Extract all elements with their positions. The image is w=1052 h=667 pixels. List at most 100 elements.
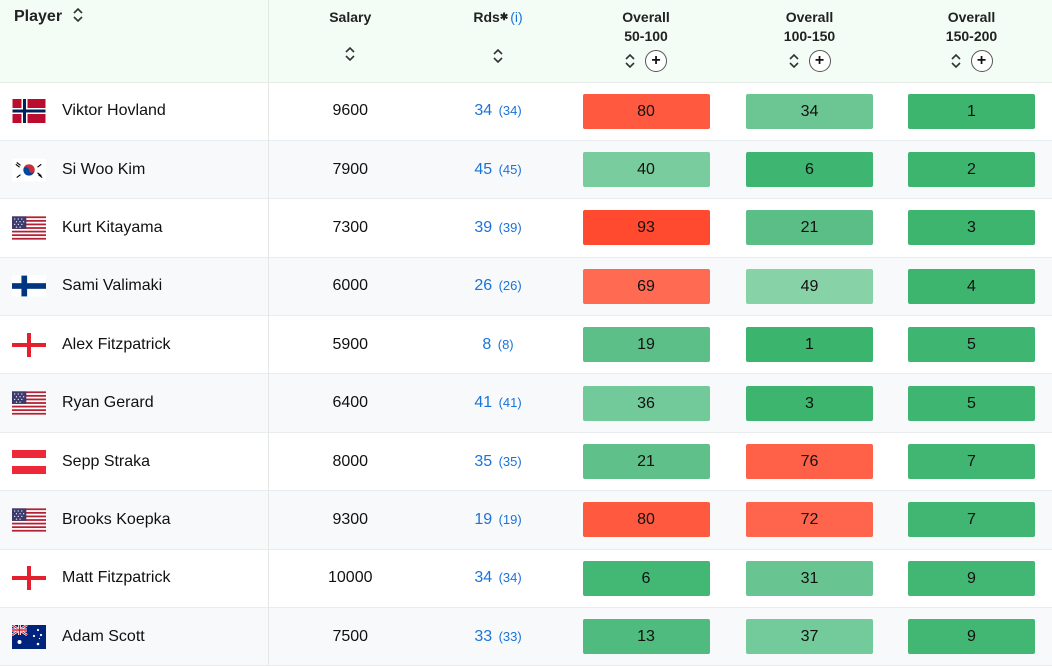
rank-heat-badge: 69 (582, 268, 710, 304)
table-row[interactable]: Kurt Kitayama 7300 39 (39) 93 21 3 (0, 198, 1052, 258)
rank-heat-badge: 49 (746, 268, 873, 304)
player-cell[interactable]: Ryan Gerard (0, 373, 269, 433)
add-column-plus-icon[interactable]: + (808, 50, 831, 72)
rank-heat-badge: 9 (908, 560, 1035, 596)
overall-50-100-cell: 6 (564, 549, 728, 607)
rounds-cell[interactable]: 35 (35) (432, 432, 564, 490)
player-cell[interactable]: Brooks Koepka (0, 490, 269, 550)
table-row[interactable]: Ryan Gerard 6400 41 (41) 36 3 5 (0, 373, 1052, 433)
rounds-value[interactable]: 45 (474, 160, 493, 178)
player-header-label: Player (14, 8, 63, 25)
overall-50-100-cell: 69 (564, 257, 728, 315)
player-cell[interactable]: Matt Fitzpatrick (0, 549, 269, 608)
rounds-value[interactable]: 19 (474, 510, 493, 528)
overall-50-100-cell: 36 (564, 374, 728, 432)
rounds-value[interactable]: 41 (474, 394, 493, 412)
overall-100-150-cell: 76 (728, 432, 891, 490)
player-column-header[interactable]: Player (0, 0, 269, 83)
player-name[interactable]: Si Woo Kim (62, 160, 146, 178)
table-row[interactable]: Adam Scott 7500 33 (33) 13 37 9 (0, 607, 1052, 666)
player-name[interactable]: Sami Valimaki (62, 277, 163, 295)
table-row[interactable]: Brooks Koepka 9300 19 (19) 80 72 7 (0, 490, 1052, 550)
rounds-total: (35) (498, 453, 522, 469)
rounds-value[interactable]: 34 (474, 102, 493, 120)
rounds-total: (26) (498, 278, 522, 294)
rounds-cell[interactable]: 19 (19) (432, 491, 564, 549)
player-cell[interactable]: Adam Scott (0, 607, 269, 666)
player-name[interactable]: Adam Scott (62, 627, 145, 645)
table-row[interactable]: Matt Fitzpatrick 10000 34 (34) 6 31 9 (0, 549, 1052, 608)
player-name[interactable]: Brooks Koepka (62, 510, 171, 528)
sort-icon[interactable] (72, 7, 83, 22)
rank-heat-badge: 80 (582, 502, 710, 538)
rounds-value[interactable]: 39 (474, 218, 493, 236)
rounds-cell[interactable]: 39 (39) (432, 199, 564, 257)
sort-icon[interactable] (493, 49, 503, 63)
player-name[interactable]: Alex Fitzpatrick (62, 335, 171, 353)
overall-100-150-cell: 3 (728, 374, 891, 432)
rds-column-header[interactable]: Rds✱ (i) (432, 0, 564, 83)
rounds-total: (39) (498, 219, 522, 235)
rounds-value[interactable]: 34 (474, 569, 493, 587)
rounds-total: (33) (498, 628, 522, 644)
sort-icon[interactable] (950, 54, 961, 68)
player-cell[interactable]: Viktor Hovland (0, 82, 269, 141)
rank-heat-badge: 4 (908, 268, 1035, 304)
table-row[interactable]: Viktor Hovland 9600 34 (34) 80 34 1 (0, 82, 1052, 141)
overall-100-150-cell: 6 (728, 140, 891, 198)
rank-heat-badge: 5 (908, 385, 1035, 421)
sort-icon[interactable] (788, 54, 799, 68)
rounds-cell[interactable]: 8 (8) (432, 316, 564, 374)
overall-50-100-cell: 93 (564, 199, 728, 257)
salary-cell: 7500 (332, 627, 369, 645)
info-icon[interactable]: (i) (510, 9, 523, 25)
table-row[interactable]: Sepp Straka 8000 35 (35) 21 76 7 (0, 432, 1052, 491)
player-cell[interactable]: Sami Valimaki (0, 257, 269, 316)
overall-150-200-cell: 5 (891, 316, 1052, 374)
rank-heat-badge: 7 (908, 502, 1035, 538)
rounds-cell[interactable]: 26 (26) (432, 257, 564, 315)
table-row[interactable]: Si Woo Kim 7900 45 (45) 40 6 2 (0, 140, 1052, 199)
player-cell[interactable]: Sepp Straka (0, 432, 269, 491)
rank-heat-badge: 21 (746, 210, 873, 246)
overall-150-200-column-header[interactable]: Overall 150-200 + (891, 0, 1052, 83)
rounds-value[interactable]: 35 (474, 452, 493, 470)
overall-150-200-cell: 2 (891, 140, 1052, 198)
player-name[interactable]: Sepp Straka (62, 452, 151, 470)
rounds-cell[interactable]: 34 (34) (432, 82, 564, 140)
rounds-cell[interactable]: 45 (45) (432, 140, 564, 198)
table-body: Viktor Hovland 9600 34 (34) 80 34 1 Si Woo Kim… (0, 82, 1052, 666)
rank-heat-badge: 6 (746, 152, 873, 188)
salary-cell: 5900 (332, 335, 369, 353)
overall-100-150-cell: 34 (728, 82, 891, 140)
player-name[interactable]: Ryan Gerard (62, 394, 154, 412)
overall-50-100-column-header[interactable]: Overall 50-100 + (564, 0, 728, 83)
rounds-cell[interactable]: 34 (34) (432, 549, 564, 607)
rounds-value[interactable]: 8 (482, 335, 492, 353)
sort-icon[interactable] (345, 47, 355, 61)
player-cell[interactable]: Kurt Kitayama (0, 198, 269, 258)
usa-flag-icon (12, 391, 46, 415)
table-row[interactable]: Alex Fitzpatrick 5900 8 (8) 19 1 5 (0, 315, 1052, 374)
rounds-cell[interactable]: 41 (41) (432, 374, 564, 432)
add-column-plus-icon[interactable]: + (970, 50, 993, 72)
player-name[interactable]: Viktor Hovland (62, 102, 166, 120)
overall-50-100-cell: 80 (564, 82, 728, 140)
player-cell[interactable]: Si Woo Kim (0, 140, 269, 199)
salary-column-header[interactable]: Salary (268, 0, 432, 83)
overall-range-label: 50-100 (624, 28, 668, 44)
rounds-value[interactable]: 26 (474, 277, 493, 295)
rounds-value[interactable]: 33 (474, 627, 493, 645)
rounds-cell[interactable]: 33 (33) (432, 608, 564, 666)
add-column-plus-icon[interactable]: + (645, 50, 667, 72)
rank-heat-badge: 34 (746, 93, 873, 129)
sort-icon[interactable] (625, 54, 635, 68)
overall-100-150-column-header[interactable]: Overall 100-150 + (728, 0, 891, 83)
player-name[interactable]: Kurt Kitayama (62, 218, 163, 236)
player-name[interactable]: Matt Fitzpatrick (62, 569, 171, 587)
rank-heat-badge: 3 (908, 210, 1035, 246)
overall-150-200-cell: 9 (891, 549, 1052, 607)
player-cell[interactable]: Alex Fitzpatrick (0, 315, 269, 374)
table-row[interactable]: Sami Valimaki 6000 26 (26) 69 49 4 (0, 257, 1052, 316)
usa-flag-icon (12, 216, 46, 240)
